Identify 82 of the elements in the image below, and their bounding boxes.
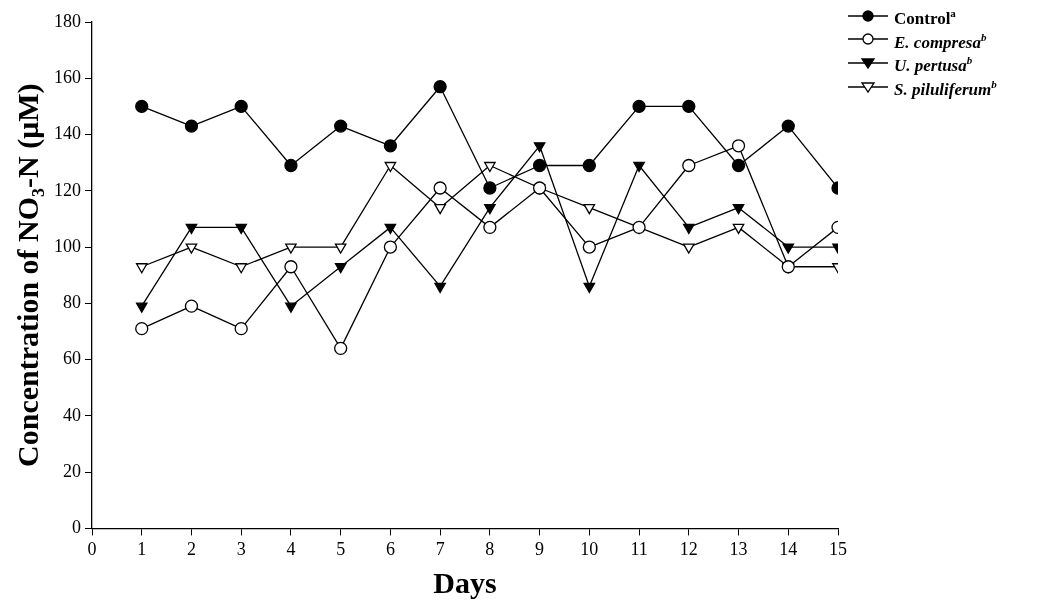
x-tick-label: 1 (137, 538, 147, 559)
x-axis-title: Days (433, 565, 497, 599)
point (484, 161, 496, 173)
y-tick-label: 140 (54, 123, 81, 144)
x-tick-label: 10 (580, 538, 599, 559)
x-tick-label: 13 (729, 538, 748, 559)
x-tick-label: 7 (435, 538, 445, 559)
point (731, 139, 746, 153)
x-tick-label: 6 (385, 538, 395, 559)
legend-label: Control$^{a}$ (894, 6, 956, 28)
point (483, 220, 497, 235)
point (682, 158, 696, 173)
point (434, 204, 446, 215)
point (383, 139, 398, 153)
point (334, 243, 347, 254)
point (434, 282, 446, 294)
point (633, 161, 645, 173)
point (781, 119, 795, 133)
legend-label: E. compresa$^{b}$ (894, 29, 987, 52)
legend-label: U. pertusa$^{b}$ (894, 53, 973, 75)
y-axis-title: Concentration of NO₃-N (μM) (10, 83, 45, 467)
point (334, 341, 348, 355)
y-tick-label: 20 (63, 460, 81, 481)
y-tick-label: 160 (54, 67, 81, 87)
y-tick-label: 180 (54, 10, 81, 31)
point (484, 204, 496, 215)
x-tick-label: 8 (485, 538, 495, 559)
point (334, 119, 348, 133)
x-tick-label: 11 (630, 538, 648, 559)
point (782, 243, 795, 254)
point (284, 158, 298, 173)
point (284, 260, 298, 274)
point (583, 282, 596, 294)
point (234, 99, 248, 114)
y-tick-label: 100 (54, 235, 81, 256)
point (583, 204, 596, 215)
point (533, 142, 546, 153)
x-tick-label: 5 (336, 538, 346, 559)
point (334, 263, 347, 274)
point (235, 223, 248, 235)
point (135, 99, 149, 114)
x-tick-label: 15 (829, 538, 847, 559)
x-tick-label: 0 (87, 538, 97, 559)
point (235, 263, 248, 274)
point (433, 181, 447, 195)
point (582, 158, 596, 173)
point (732, 223, 745, 235)
point (285, 243, 297, 254)
point (185, 223, 198, 235)
point (483, 181, 497, 195)
x-tick-label: 3 (236, 538, 246, 559)
point (383, 240, 398, 254)
y-tick-label: 120 (54, 179, 81, 200)
point (384, 223, 397, 235)
point (732, 204, 745, 215)
point (135, 322, 149, 336)
y-tick-label: 80 (63, 292, 81, 313)
point (285, 302, 297, 313)
point (384, 161, 397, 173)
point (731, 158, 746, 173)
point (682, 99, 696, 114)
legend-label: S. piluliferum$^{b}$ (894, 76, 997, 99)
point (184, 299, 199, 313)
point (532, 158, 547, 173)
x-tick-label: 12 (679, 538, 698, 559)
point (582, 240, 596, 254)
y-tick-label: 40 (63, 404, 81, 425)
x-tick-label: 2 (186, 538, 196, 559)
x-tick-label: 4 (286, 538, 296, 559)
x-tick-label: 14 (779, 538, 798, 559)
point (682, 243, 695, 254)
point (234, 322, 248, 336)
point (135, 302, 148, 313)
x-tick-label: 9 (535, 538, 545, 559)
point (433, 80, 447, 94)
point (682, 223, 695, 235)
point (185, 243, 198, 254)
point (184, 119, 199, 133)
point (632, 99, 646, 114)
y-tick-label: 0 (72, 517, 81, 538)
point (135, 263, 148, 274)
y-tick-label: 60 (63, 348, 81, 369)
